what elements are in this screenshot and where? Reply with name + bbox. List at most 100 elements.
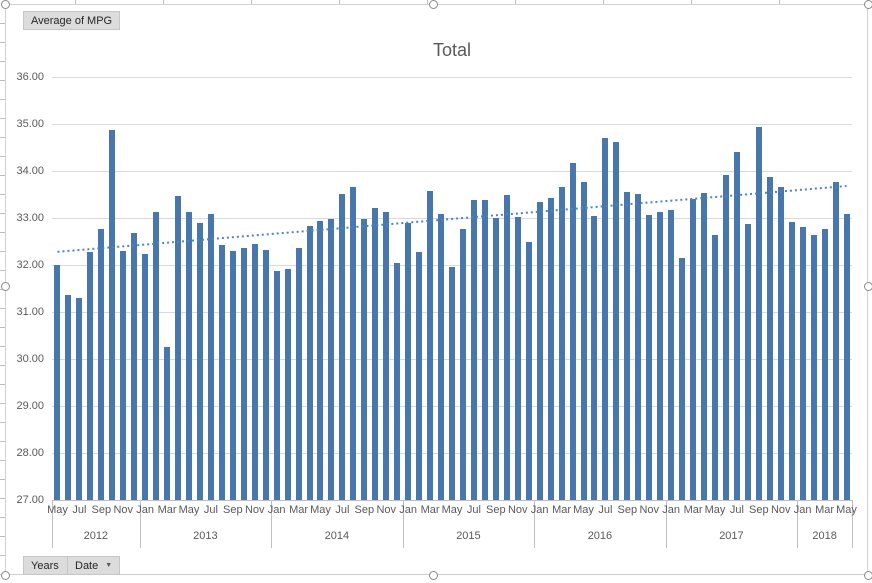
- selection-handle-bottom-center[interactable]: [429, 571, 438, 580]
- bar-Oct-2016[interactable]: [635, 193, 642, 500]
- value-field-button[interactable]: Average of MPG: [23, 11, 121, 30]
- bar-Apr-2017[interactable]: [701, 192, 708, 500]
- bar-Aug-2016[interactable]: [613, 141, 620, 500]
- bar-Feb-2016[interactable]: [547, 197, 554, 500]
- bar-Jun-2016[interactable]: [591, 216, 598, 500]
- bar-Mar-2015[interactable]: [427, 191, 434, 500]
- y-axis-tick-label: 34.00: [16, 165, 44, 177]
- bar-May-2015[interactable]: [449, 267, 455, 500]
- bar-Oct-2013[interactable]: [240, 248, 247, 500]
- category-separator: [271, 500, 273, 548]
- bar-Nov-2014[interactable]: [383, 211, 390, 500]
- x-axis-year-label: 2014: [324, 530, 350, 542]
- bar-Aug-2014[interactable]: [350, 187, 357, 500]
- bar-Feb-2013[interactable]: [153, 212, 160, 500]
- y-axis-tick-label: 27.00: [16, 494, 44, 506]
- bar-Feb-2017[interactable]: [679, 257, 686, 500]
- bar-Jun-2017[interactable]: [722, 174, 729, 500]
- selection-handle-top-left[interactable]: [1, 0, 10, 9]
- plot-area: [52, 77, 852, 501]
- x-axis-year-label: 2013: [193, 530, 218, 542]
- selection-handle-right-center[interactable]: [864, 282, 872, 291]
- x-axis-month-label: Mar: [552, 504, 572, 516]
- bar-Mar-2018[interactable]: [821, 229, 828, 500]
- category-separator: [665, 500, 667, 548]
- bar-Dec-2016[interactable]: [657, 211, 664, 500]
- bar-Aug-2015[interactable]: [481, 199, 488, 500]
- x-axis-month-label: May: [310, 504, 331, 516]
- bar-Jun-2012[interactable]: [65, 295, 72, 500]
- bar-Apr-2018[interactable]: [832, 182, 839, 500]
- bar-Nov-2013[interactable]: [251, 244, 258, 500]
- bar-Feb-2018[interactable]: [810, 235, 817, 500]
- x-axis-month-label: May: [47, 504, 68, 516]
- bar-Nov-2015[interactable]: [514, 216, 521, 500]
- bar-Jul-2013[interactable]: [207, 214, 214, 500]
- bar-Feb-2015[interactable]: [416, 251, 423, 500]
- bar-Jan-2017[interactable]: [668, 210, 675, 500]
- bar-Aug-2017[interactable]: [744, 224, 751, 500]
- bar-May-2018[interactable]: [843, 213, 850, 500]
- bar-Mar-2014[interactable]: [295, 247, 302, 500]
- bar-Dec-2013[interactable]: [262, 250, 269, 500]
- bar-May-2013[interactable]: [185, 212, 192, 500]
- bar-Sep-2014[interactable]: [361, 218, 368, 500]
- x-axis-year-label: 2012: [83, 530, 109, 542]
- bar-Dec-2015[interactable]: [525, 241, 532, 500]
- bar-Feb-2014[interactable]: [284, 268, 291, 500]
- bar-Sep-2013[interactable]: [229, 250, 236, 500]
- selection-handle-bottom-left[interactable]: [1, 571, 10, 580]
- bar-Jul-2016[interactable]: [602, 137, 609, 500]
- bar-Jul-2012[interactable]: [76, 298, 83, 500]
- x-axis-month-label: May: [704, 504, 726, 516]
- selection-handle-left-center[interactable]: [1, 282, 10, 291]
- x-axis-month-label: Nov: [770, 504, 791, 516]
- bar-Mar-2017[interactable]: [690, 199, 697, 500]
- bar-Oct-2015[interactable]: [503, 194, 510, 500]
- bar-Jul-2015[interactable]: [470, 199, 477, 500]
- x-axis-month-label: Jul: [466, 504, 481, 516]
- bar-Mar-2016[interactable]: [558, 187, 565, 500]
- bar-Apr-2016[interactable]: [569, 163, 576, 500]
- x-axis-month-label: May: [441, 504, 463, 516]
- bar-Mar-2013[interactable]: [164, 346, 171, 500]
- bar-Jan-2013[interactable]: [142, 254, 149, 500]
- bar-Apr-2014[interactable]: [306, 226, 313, 500]
- bar-Oct-2017[interactable]: [766, 177, 773, 500]
- bar-Jan-2016[interactable]: [536, 201, 543, 500]
- bar-Sep-2017[interactable]: [755, 127, 762, 500]
- bar-Jun-2013[interactable]: [196, 223, 203, 500]
- bar-Jan-2018[interactable]: [799, 226, 806, 500]
- bar-Aug-2012[interactable]: [87, 252, 94, 500]
- bar-Jan-2015[interactable]: [405, 223, 412, 500]
- bar-Dec-2012[interactable]: [131, 233, 138, 500]
- bar-May-2014[interactable]: [317, 221, 324, 500]
- bar-Jun-2015[interactable]: [459, 228, 466, 500]
- bar-Dec-2017[interactable]: [788, 222, 795, 500]
- bar-Apr-2015[interactable]: [438, 213, 445, 500]
- date-field-button[interactable]: Date ▼: [67, 556, 121, 575]
- bar-May-2016[interactable]: [580, 181, 587, 500]
- bar-Jan-2014[interactable]: [273, 271, 280, 500]
- bar-Sep-2012[interactable]: [98, 228, 105, 500]
- selection-handle-top-center[interactable]: [429, 0, 438, 9]
- trendline[interactable]: [57, 185, 847, 253]
- bar-May-2012[interactable]: [54, 265, 61, 500]
- bar-Nov-2012[interactable]: [120, 251, 127, 500]
- bar-Nov-2016[interactable]: [646, 215, 653, 500]
- bar-Dec-2014[interactable]: [394, 262, 401, 500]
- selection-handle-bottom-right[interactable]: [864, 571, 872, 580]
- gridline: [52, 77, 852, 78]
- bar-Oct-2014[interactable]: [372, 207, 379, 500]
- bar-Jul-2017[interactable]: [733, 152, 740, 500]
- bar-Sep-2016[interactable]: [624, 191, 631, 500]
- selection-handle-top-right[interactable]: [864, 0, 872, 9]
- bar-Apr-2013[interactable]: [175, 196, 182, 500]
- bar-Oct-2012[interactable]: [109, 130, 116, 500]
- bar-May-2017[interactable]: [712, 234, 718, 500]
- bar-Nov-2017[interactable]: [777, 186, 784, 500]
- bar-Sep-2015[interactable]: [492, 217, 499, 500]
- bar-Jun-2014[interactable]: [328, 218, 335, 500]
- bar-Jul-2014[interactable]: [339, 193, 346, 500]
- bar-Aug-2013[interactable]: [218, 245, 225, 500]
